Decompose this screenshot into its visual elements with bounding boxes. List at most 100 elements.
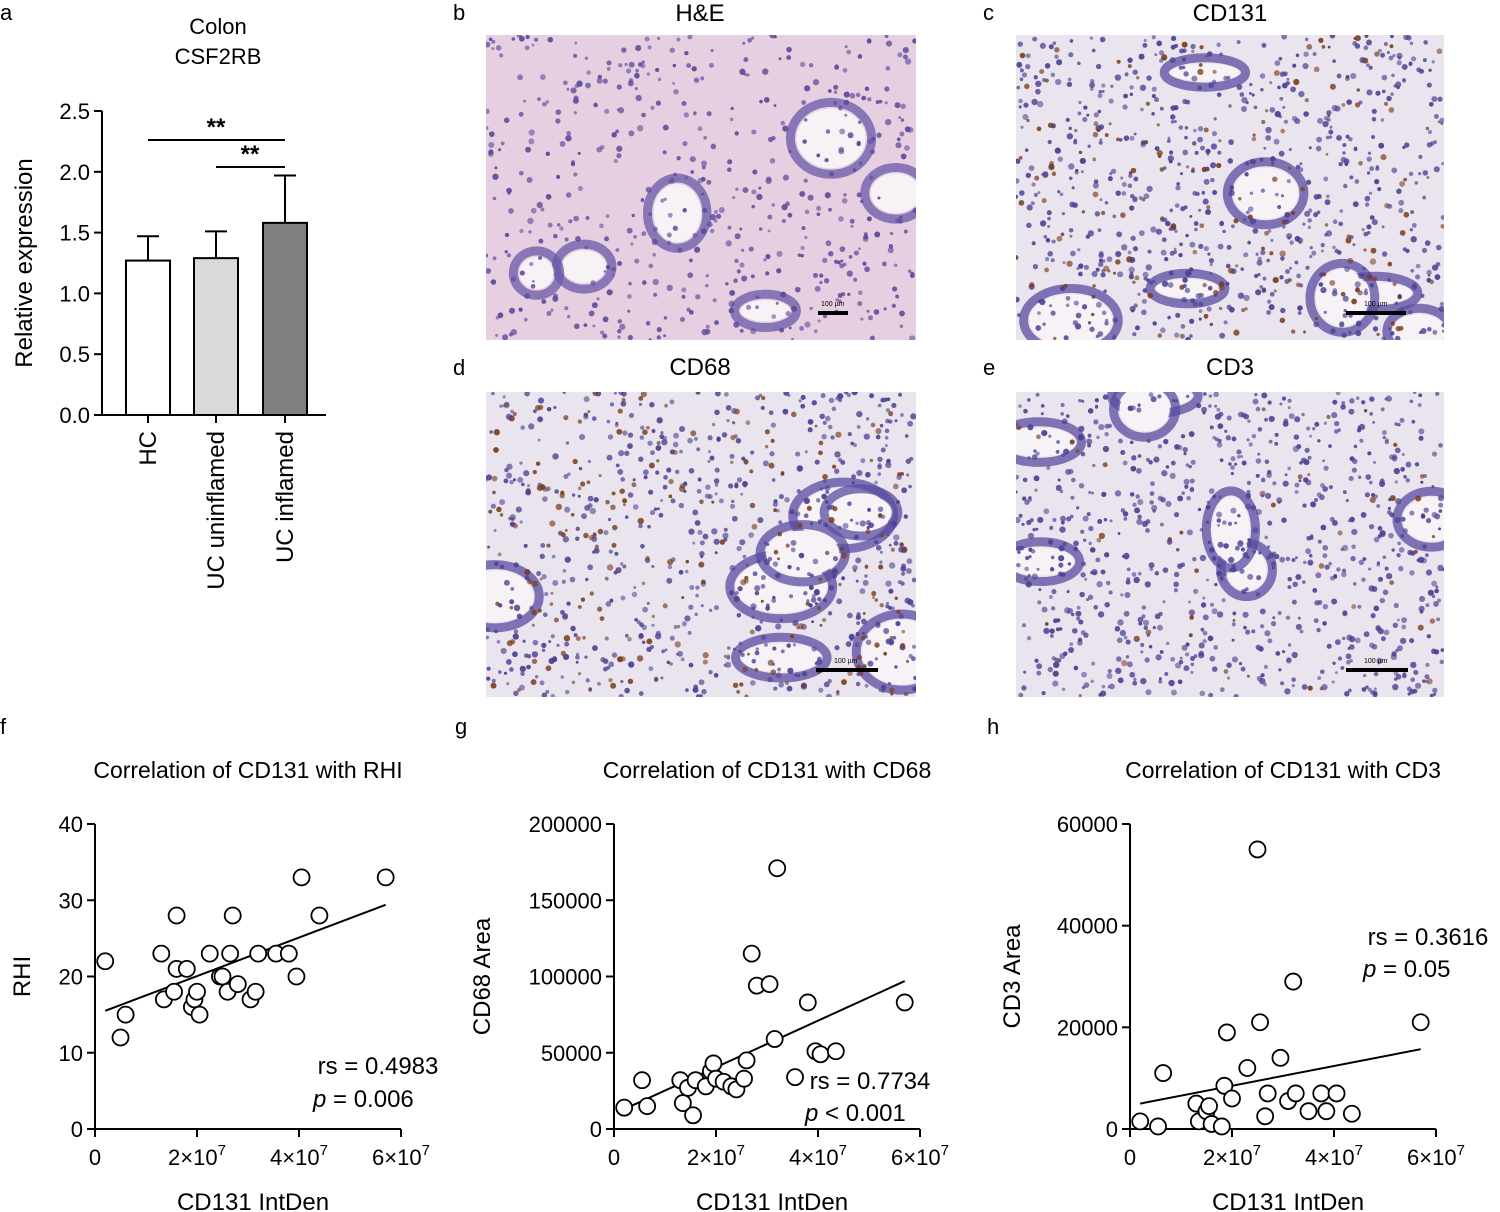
data-point [167, 959, 186, 978]
nucleus [1202, 639, 1207, 644]
nucleus [1396, 188, 1402, 195]
stained-cell [546, 543, 551, 548]
nucleus [786, 46, 792, 53]
stained-cell [889, 687, 895, 693]
nucleus [1270, 161, 1275, 166]
nucleus [1228, 104, 1232, 108]
nucleus [1373, 671, 1379, 677]
nucleus [1368, 480, 1373, 485]
nucleus [603, 530, 609, 536]
nucleus [1296, 273, 1302, 279]
nucleus [1060, 403, 1065, 408]
nucleus [741, 275, 748, 282]
nucleus [620, 595, 626, 601]
nucleus [1421, 247, 1428, 254]
stained-cell [1203, 313, 1209, 319]
nucleus [1027, 573, 1031, 577]
nucleus [1394, 516, 1401, 524]
stained-cell [1293, 78, 1300, 86]
nucleus [1108, 98, 1114, 104]
nucleus [912, 38, 916, 44]
nucleus [1345, 74, 1350, 79]
nucleus [1230, 507, 1237, 514]
nucleus [513, 690, 519, 697]
nucleus [628, 281, 632, 286]
nucleus [755, 647, 759, 651]
stained-cell [1279, 317, 1286, 324]
nucleus [1281, 396, 1287, 401]
nucleus [885, 580, 892, 587]
nucleus [1100, 272, 1106, 278]
nucleus [836, 260, 841, 265]
nucleus [1179, 242, 1183, 247]
nucleus [1070, 250, 1076, 257]
nucleus [752, 169, 758, 175]
nucleus [774, 572, 781, 579]
nucleus [518, 111, 524, 117]
nucleus [835, 298, 839, 302]
nucleus [512, 633, 519, 640]
nucleus [806, 599, 810, 603]
nucleus [1255, 289, 1262, 296]
nucleus [1441, 323, 1444, 328]
stained-cell [1092, 191, 1099, 198]
nucleus [564, 641, 570, 647]
nucleus [1043, 627, 1050, 635]
nucleus [653, 292, 658, 297]
nucleus [1403, 475, 1407, 479]
nucleus [523, 543, 528, 548]
nucleus [1110, 168, 1117, 175]
nucleus [1432, 687, 1438, 693]
nucleus [1174, 332, 1180, 338]
nucleus [616, 153, 622, 159]
nucleus [884, 35, 889, 39]
nucleus [1106, 672, 1113, 680]
nucleus [1090, 78, 1095, 84]
nucleus [510, 409, 514, 414]
nucleus [777, 667, 781, 672]
nucleus [1130, 465, 1137, 472]
nucleus [656, 507, 660, 511]
nucleus [602, 333, 608, 339]
nucleus [1223, 320, 1228, 325]
gland [731, 632, 832, 683]
nucleus [802, 139, 807, 144]
stained-cell [1107, 269, 1111, 273]
nucleus [1395, 498, 1402, 505]
nucleus [1337, 656, 1343, 661]
stained-cell [749, 469, 754, 474]
nucleus [860, 317, 864, 321]
nucleus [739, 539, 746, 546]
nucleus [500, 141, 505, 146]
nucleus [880, 684, 887, 691]
nucleus [669, 47, 675, 53]
nucleus [1120, 176, 1124, 180]
data-point [684, 1106, 702, 1125]
stained-cell [499, 513, 504, 517]
nucleus [742, 554, 747, 559]
nucleus [713, 672, 719, 678]
nucleus [495, 315, 500, 320]
nucleus [1173, 120, 1177, 123]
stained-cell [582, 635, 586, 640]
nucleus [1047, 216, 1051, 221]
nucleus [1376, 561, 1380, 565]
nucleus [567, 315, 571, 319]
nucleus [1074, 323, 1082, 330]
nucleus [1176, 444, 1183, 451]
nucleus [527, 217, 534, 225]
nucleus [903, 229, 908, 234]
nucleus [895, 620, 901, 627]
stained-cell [571, 680, 576, 685]
nucleus [1016, 194, 1019, 199]
stained-cell [879, 602, 884, 608]
nucleus [699, 694, 703, 697]
nucleus [1208, 258, 1215, 264]
nucleus [640, 544, 645, 549]
nucleus [608, 549, 613, 554]
stained-cell [878, 564, 884, 570]
nucleus [786, 643, 791, 648]
nucleus [1437, 527, 1442, 531]
nucleus [655, 100, 661, 106]
nucleus [848, 254, 853, 259]
